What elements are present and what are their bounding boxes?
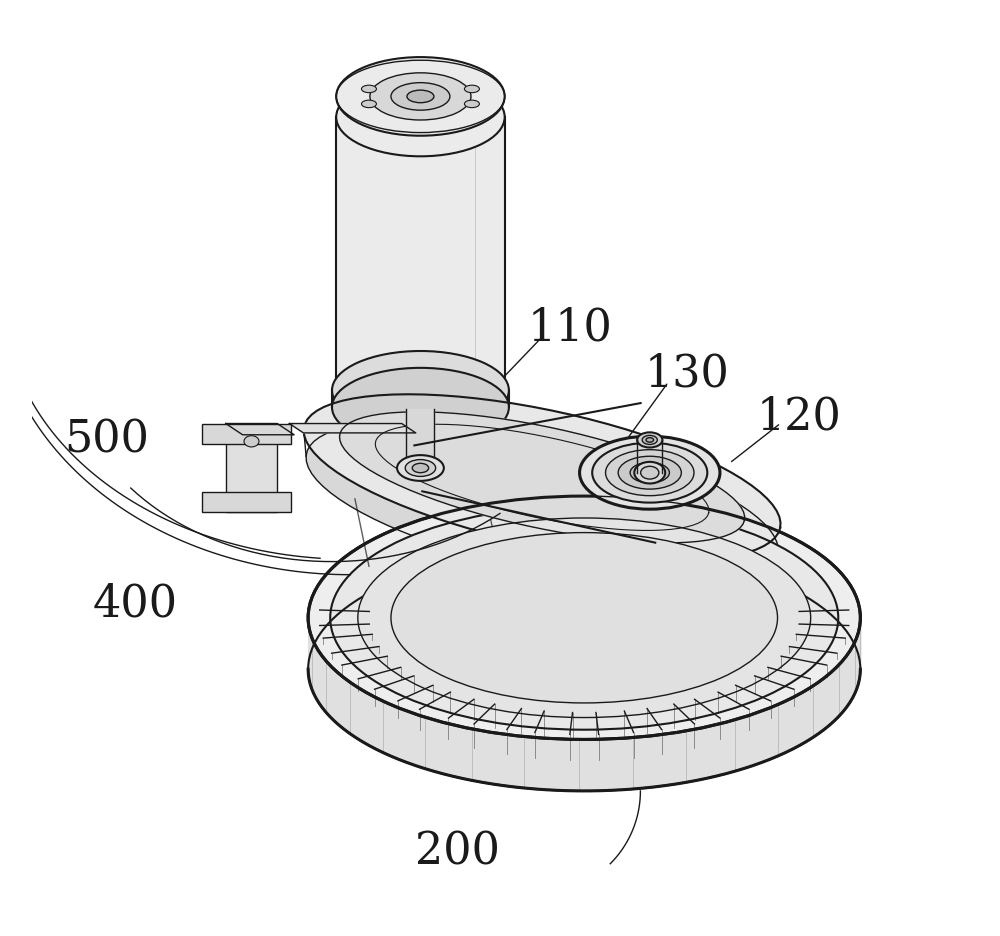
Polygon shape [226, 423, 294, 434]
Ellipse shape [336, 368, 505, 446]
Text: 120: 120 [757, 395, 842, 438]
Ellipse shape [646, 438, 654, 442]
Text: 110: 110 [528, 306, 613, 349]
Ellipse shape [641, 466, 659, 479]
Text: 400: 400 [92, 582, 178, 625]
Ellipse shape [361, 100, 376, 108]
Ellipse shape [330, 505, 838, 730]
Ellipse shape [580, 436, 720, 509]
Ellipse shape [370, 73, 471, 120]
Ellipse shape [407, 90, 434, 103]
Polygon shape [306, 421, 778, 586]
Ellipse shape [397, 455, 444, 481]
Polygon shape [304, 394, 781, 561]
Ellipse shape [391, 82, 450, 110]
Polygon shape [340, 412, 745, 543]
Text: 500: 500 [64, 418, 149, 461]
Ellipse shape [464, 85, 479, 93]
Ellipse shape [642, 435, 657, 445]
Bar [202, 423, 291, 444]
Ellipse shape [637, 432, 662, 447]
Text: 200: 200 [415, 830, 500, 873]
Ellipse shape [630, 462, 669, 483]
Ellipse shape [405, 460, 436, 476]
Ellipse shape [464, 100, 479, 108]
Ellipse shape [634, 461, 665, 484]
Ellipse shape [592, 443, 707, 503]
Text: 130: 130 [645, 353, 730, 396]
Bar [226, 423, 277, 512]
Ellipse shape [606, 449, 694, 496]
Ellipse shape [332, 351, 509, 430]
Ellipse shape [361, 85, 376, 93]
Ellipse shape [336, 57, 505, 136]
Polygon shape [289, 423, 416, 432]
Ellipse shape [358, 518, 811, 718]
Ellipse shape [412, 463, 429, 473]
Ellipse shape [391, 533, 778, 703]
Ellipse shape [618, 456, 681, 490]
Ellipse shape [336, 78, 505, 156]
Bar [202, 491, 291, 512]
Ellipse shape [332, 368, 509, 446]
Ellipse shape [308, 496, 860, 739]
Ellipse shape [244, 436, 259, 446]
